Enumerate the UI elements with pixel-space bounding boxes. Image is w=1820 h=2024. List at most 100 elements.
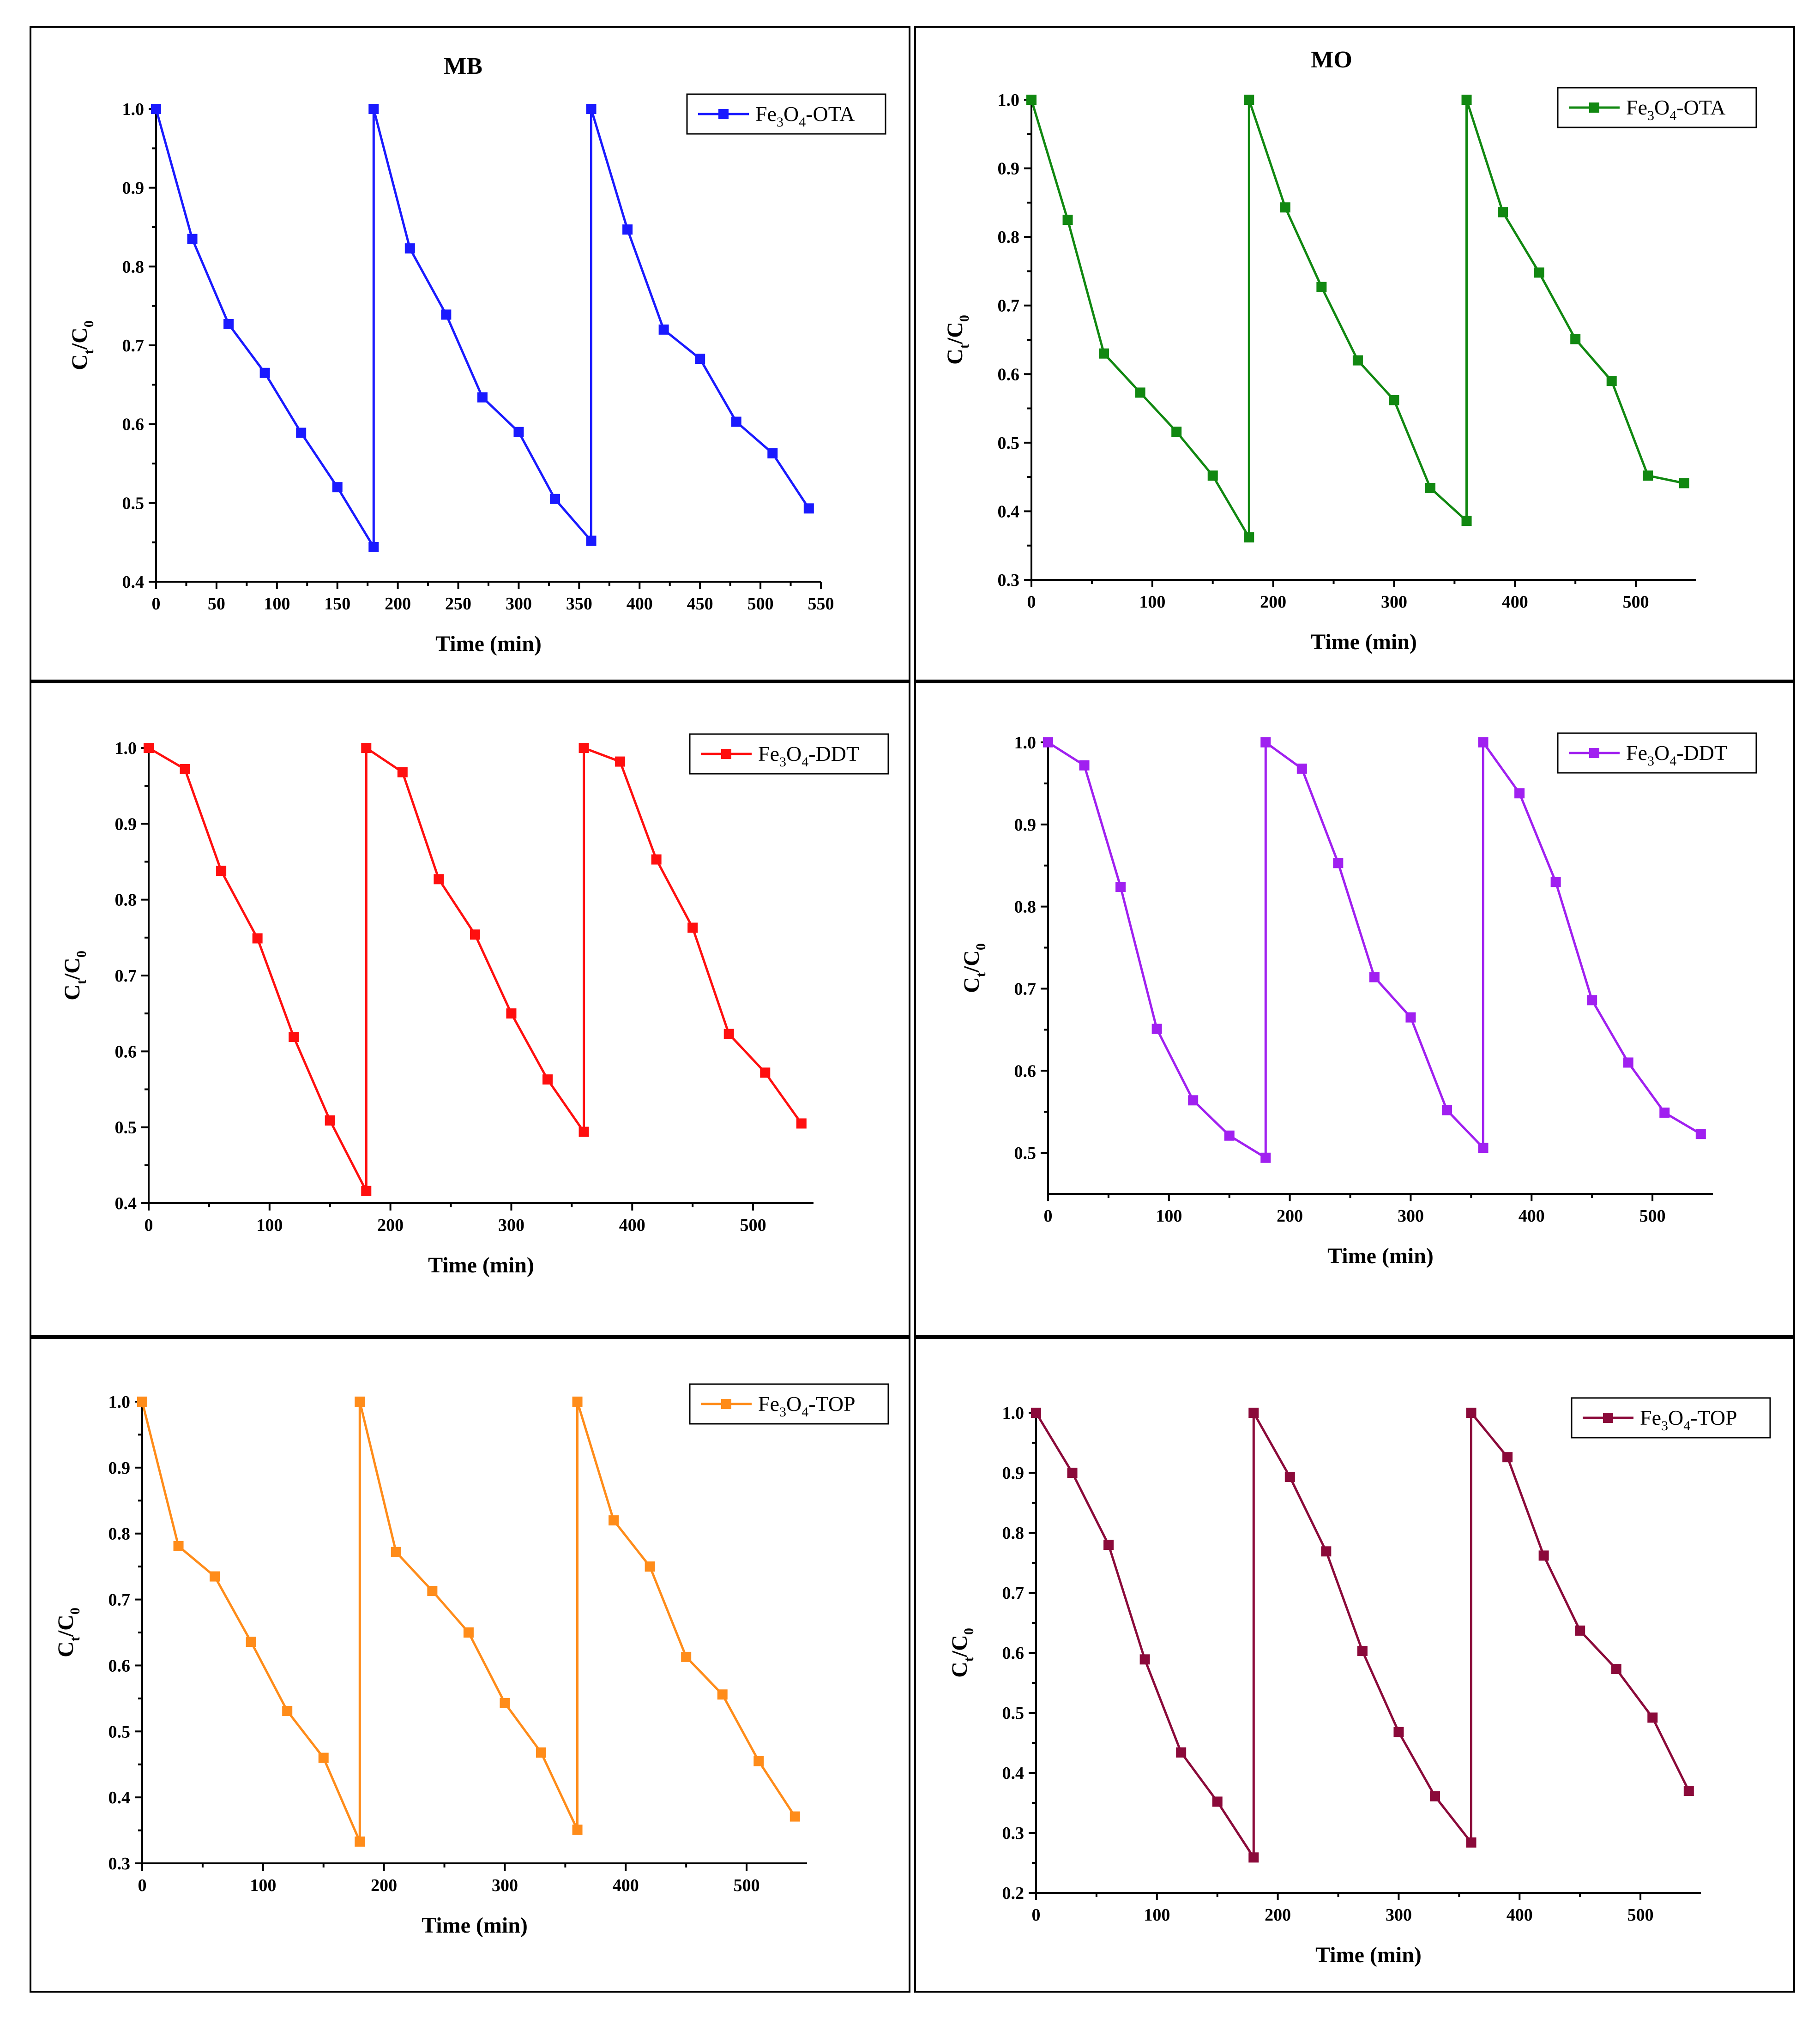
chart1-data-point [1425, 482, 1435, 493]
chart1-data-point [1244, 95, 1254, 105]
chart3-legend: Fe3O4-DDT [1557, 732, 1757, 774]
chart0-y-tick-label: 0.9 [122, 179, 145, 198]
chart0-data-point [368, 104, 379, 114]
chart4-data-point [391, 1547, 401, 1557]
chart2-data-point [434, 874, 444, 885]
chart0-x-tick-label: 200 [385, 594, 411, 614]
chart5-series-line-0 [1035, 1408, 1690, 1861]
chart1-y-tick-label: 0.7 [998, 296, 1020, 316]
chart5-data-point [1031, 1408, 1041, 1418]
chart-panel-mo-top: 0 100 200 300 400 500 0.2 0.3 0.4 0.5 0.6 0.7 0.8 0.9… [914, 1337, 1795, 1993]
chart1-data-point [1244, 532, 1254, 542]
chart0-data-point [404, 243, 415, 254]
chart3-data-point [1151, 1024, 1162, 1034]
chart2-data-point [289, 1032, 299, 1042]
chart1-y-tick-label: 0.9 [998, 159, 1020, 179]
chart1-data-point [1099, 348, 1109, 359]
chart4-y-tick-label: 0.7 [108, 1590, 131, 1610]
chart2-data-point [796, 1118, 807, 1129]
chart3-y-tick-label: 1.0 [1014, 733, 1037, 753]
chart2-data-point [542, 1074, 553, 1085]
chart4-x-tick-label: 200 [371, 1876, 397, 1895]
chart2-data-point [325, 1115, 335, 1126]
chart5-legend-label: Fe3O4-TOP [1640, 1406, 1737, 1434]
chart3-x-tick-label: 300 [1398, 1206, 1424, 1226]
chart1-data-point [1570, 334, 1581, 344]
chart2-y-tick-label: 0.4 [115, 1194, 137, 1213]
chart1-x-axis-title: Time (min) [1311, 630, 1417, 654]
chart5-data-point [1683, 1786, 1694, 1796]
chart4-y-tick-label: 0.4 [108, 1788, 131, 1807]
chart1-data-point [1498, 207, 1508, 217]
chart5-y-tick-label: 0.3 [1002, 1824, 1025, 1843]
chart2-data-point [470, 929, 480, 940]
chart5-x-tick-label: 100 [1144, 1905, 1170, 1925]
chart1-data-point [1679, 478, 1689, 488]
chart3-data-point [1115, 881, 1126, 892]
chart1-x-tick-label: 200 [1260, 592, 1286, 612]
chart2-data-point [361, 1186, 372, 1196]
chart0-data-point [477, 392, 488, 403]
chart3-data-point [1333, 858, 1344, 868]
chart3-data-point [1478, 1143, 1489, 1153]
chart4-legend: Fe3O4-TOP [689, 1383, 889, 1425]
chart4-x-tick-label: 0 [138, 1876, 147, 1895]
chart0-data-point [259, 367, 270, 378]
chart5-y-tick-label: 0.4 [1002, 1764, 1025, 1783]
chart2-data-point [615, 756, 626, 767]
chart-svg-mb-ddt: 0 100 200 300 400 500 0.4 0.5 0.6 0.7 0.8 0.9 1.0 Tim… [60, 733, 889, 1277]
chart2-y-tick-label: 0.9 [115, 814, 137, 834]
chart1-x-tick-label: 300 [1381, 592, 1407, 612]
chart2-data-point [760, 1067, 771, 1078]
chart0-legend: Fe3O4-OTA [686, 93, 886, 135]
chart0-data-point [368, 542, 379, 552]
chart5-data-point [1466, 1408, 1476, 1418]
chart4-data-point [137, 1397, 147, 1407]
chart5-data-point [1611, 1664, 1621, 1675]
chart3-data-point [1188, 1095, 1199, 1106]
chart2-data-point [723, 1029, 734, 1039]
chart4-data-point [210, 1571, 220, 1582]
chart0-data-point [658, 324, 669, 335]
chart5-y-tick-label: 0.6 [1002, 1644, 1025, 1663]
chart4-data-point [355, 1836, 365, 1847]
chart4-y-tick-label: 1.0 [108, 1392, 131, 1412]
chart5-data-point [1103, 1540, 1114, 1550]
chart5-x-tick-label: 400 [1507, 1905, 1533, 1925]
chart3-x-axis-title: Time (min) [1327, 1244, 1434, 1268]
chart3-data-point [1623, 1057, 1633, 1068]
chart4-x-tick-label: 300 [492, 1876, 518, 1895]
chart1-legend-marker [1589, 102, 1599, 113]
chart1-data-point [1534, 267, 1544, 278]
chart3-data-point [1659, 1107, 1670, 1118]
chart4-x-tick-label: 400 [613, 1876, 639, 1895]
chart5-data-point [1430, 1791, 1440, 1801]
chart2-data-point [579, 1126, 589, 1137]
chart3-data-point [1260, 737, 1271, 747]
chart3-data-point [1587, 995, 1597, 1006]
chart5-y-tick-label: 0.8 [1002, 1524, 1025, 1543]
chart0-x-tick-label: 350 [566, 594, 592, 614]
chart2-x-tick-label: 400 [619, 1216, 645, 1235]
chart-svg-mb-ota: 0 50 100 150 200 250 300 350 400 450 500 550 0.4 0.5 0… [67, 53, 886, 656]
chart4-data-point [427, 1586, 438, 1596]
chart0-y-axis-title: Ct/C0 [67, 320, 96, 370]
chart2-x-axis-title: Time (min) [428, 1253, 534, 1277]
chart0-x-tick-label: 400 [627, 594, 653, 614]
chart4-y-tick-label: 0.3 [108, 1854, 131, 1873]
chart2-data-point [579, 743, 589, 753]
chart0-data-point [332, 482, 343, 493]
chart2-y-axis-title: Ct/C0 [60, 951, 89, 1000]
chart0-data-point [586, 104, 597, 114]
chart1-data-point [1461, 95, 1472, 105]
chart0-series-line-0 [155, 108, 810, 551]
chart4-data-point [536, 1747, 546, 1758]
chart0-data-point [767, 448, 778, 458]
chart-svg-mo-ddt: 0 100 200 300 400 500 0.5 0.6 0.7 0.8 0.9 1.0 Time (… [959, 732, 1757, 1268]
chart0-data-point [151, 104, 161, 114]
chart5-data-point [1393, 1727, 1404, 1737]
chart4-data-point [318, 1753, 329, 1763]
chart5-y-tick-label: 0.5 [1002, 1704, 1025, 1723]
chart3-data-point [1224, 1130, 1235, 1141]
chart0-chart-title: MB [444, 53, 482, 79]
